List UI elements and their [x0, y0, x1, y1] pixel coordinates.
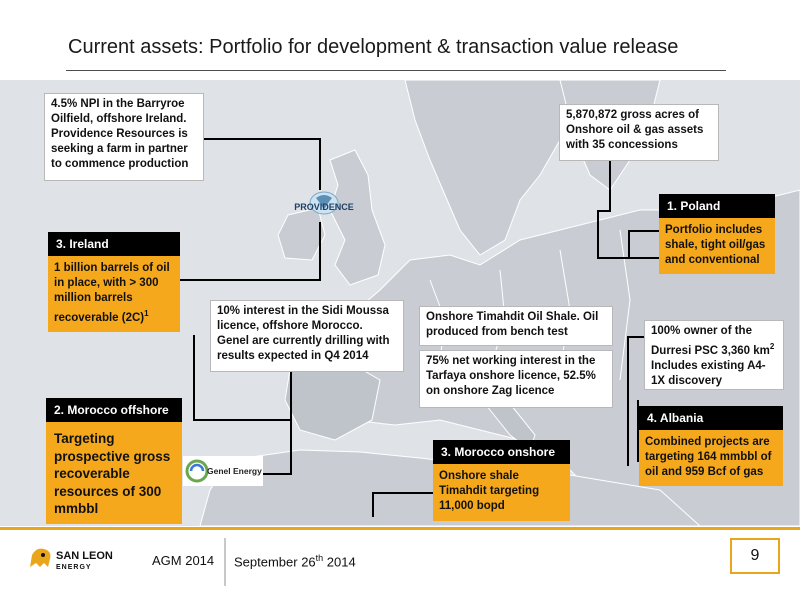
company-line1: SAN LEON	[56, 550, 113, 562]
connector-albania-v1	[627, 336, 629, 466]
tarfaya-info-text: 75% net working interest in the Tarfaya …	[426, 355, 596, 397]
company-line2: ENERGY	[56, 564, 92, 571]
tarfaya-info-box: 75% net working interest in the Tarfaya …	[419, 350, 613, 408]
connector-poland-v1	[609, 161, 611, 211]
morocco-offshore-header: 2. Morocco offshore	[46, 398, 182, 422]
providence-logo-text: PROVIDENCE	[294, 202, 354, 212]
connector-morocco-onshore-h	[372, 492, 434, 494]
connector-ireland-h	[180, 279, 321, 281]
san-leon-logo	[26, 545, 116, 575]
albania-body: Combined projects are targeting 164 mmbb…	[645, 436, 772, 478]
footer-date-sup: th	[315, 553, 324, 563]
connector-poland-h2	[597, 257, 659, 259]
connector-poland-v2	[597, 210, 599, 258]
poland-header-label: 1. Poland	[667, 199, 721, 213]
ireland-header: 3. Ireland	[48, 232, 180, 256]
connector-sidi-v1	[193, 335, 195, 420]
footer-event: AGM 2014	[152, 553, 215, 568]
slide-title: Current assets: Portfolio for developmen…	[68, 36, 679, 58]
ireland-body: 1 billion barrels of oil in place, with …	[54, 262, 170, 324]
page-number: 9	[730, 538, 780, 574]
footer-rule	[0, 527, 800, 530]
morocco-onshore-box: Onshore shale Timahdit targeting 11,000 …	[433, 464, 570, 521]
connector-sidi-h1	[193, 419, 291, 421]
albania-info-pre: 100% owner of the Durresi PSC 3,360 km	[651, 325, 770, 357]
footer-separator	[224, 538, 226, 586]
albania-info-box: 100% owner of the Durresi PSC 3,360 km2 …	[644, 320, 784, 390]
timahdit-info-text: Onshore Timahdit Oil Shale. Oil produced…	[426, 311, 599, 338]
ireland-header-label: 3. Ireland	[56, 237, 109, 251]
ireland-box: 1 billion barrels of oil in place, with …	[48, 256, 180, 332]
genel-logo-text: Genel Energy	[207, 466, 262, 476]
sidi-moussa-info-box: 10% interest in the Sidi Moussa licence,…	[210, 300, 404, 372]
connector-ireland-v	[319, 222, 321, 280]
albania-info-sup: 2	[769, 342, 775, 351]
poland-info-text: 5,870,872 gross acres of Onshore oil & g…	[566, 109, 704, 151]
genel-logo-icon	[185, 459, 209, 483]
connector-poland-v3	[628, 230, 630, 258]
page-number-text: 9	[750, 547, 760, 564]
connector-poland-h3	[628, 230, 659, 232]
morocco-onshore-header-label: 3. Morocco onshore	[441, 445, 556, 459]
footer-date: September 26th 2014	[234, 553, 356, 569]
sidi-moussa-info-text: 10% interest in the Sidi Moussa licence,…	[217, 305, 390, 362]
poland-header: 1. Poland	[659, 194, 775, 218]
providence-info-box: 4.5% NPI in the Barryroe Oilfield, offsh…	[44, 93, 204, 181]
ireland-footnote: 1	[144, 309, 149, 318]
providence-logo-icon	[309, 191, 339, 215]
poland-body: Portfolio includes shale, tight oil/gas …	[665, 224, 766, 266]
connector-sidi-v2	[290, 370, 292, 474]
san-leon-logo-text: SAN LEON ENERGY	[56, 551, 113, 573]
title-area: Current assets: Portfolio for developmen…	[0, 0, 800, 80]
footer-date-post: 2014	[323, 554, 356, 570]
lion-icon	[30, 548, 51, 567]
connector-providence-h	[198, 138, 320, 140]
morocco-offshore-body: Targeting prospective gross recoverable …	[54, 431, 171, 516]
poland-info-box: 5,870,872 gross acres of Onshore oil & g…	[559, 104, 719, 161]
connector-albania-h1	[627, 336, 644, 338]
timahdit-info-box: Onshore Timahdit Oil Shale. Oil produced…	[419, 306, 613, 346]
albania-info-post: Includes existing A4-1X discovery	[651, 359, 766, 387]
connector-sidi-h2	[263, 473, 292, 475]
poland-box: Portfolio includes shale, tight oil/gas …	[659, 218, 775, 274]
morocco-onshore-body: Onshore shale Timahdit targeting 11,000 …	[439, 470, 540, 512]
morocco-offshore-box: Targeting prospective gross recoverable …	[46, 422, 182, 524]
footer-date-pre: September 26	[234, 554, 316, 570]
morocco-offshore-header-label: 2. Morocco offshore	[54, 403, 169, 417]
footer	[0, 526, 800, 600]
connector-providence-v	[319, 138, 321, 190]
connector-poland-h1	[597, 210, 611, 212]
genel-logo: Genel Energy	[183, 456, 263, 486]
connector-morocco-onshore-v	[372, 492, 374, 517]
providence-logo: PROVIDENCE	[292, 190, 356, 222]
albania-header: 4. Albania	[639, 406, 783, 430]
albania-header-label: 4. Albania	[647, 411, 704, 425]
title-rule	[66, 70, 726, 71]
connector-albania-v2	[637, 400, 639, 462]
albania-box: Combined projects are targeting 164 mmbb…	[639, 430, 783, 486]
providence-info-text: 4.5% NPI in the Barryroe Oilfield, offsh…	[51, 98, 189, 170]
morocco-onshore-header: 3. Morocco onshore	[433, 440, 570, 464]
